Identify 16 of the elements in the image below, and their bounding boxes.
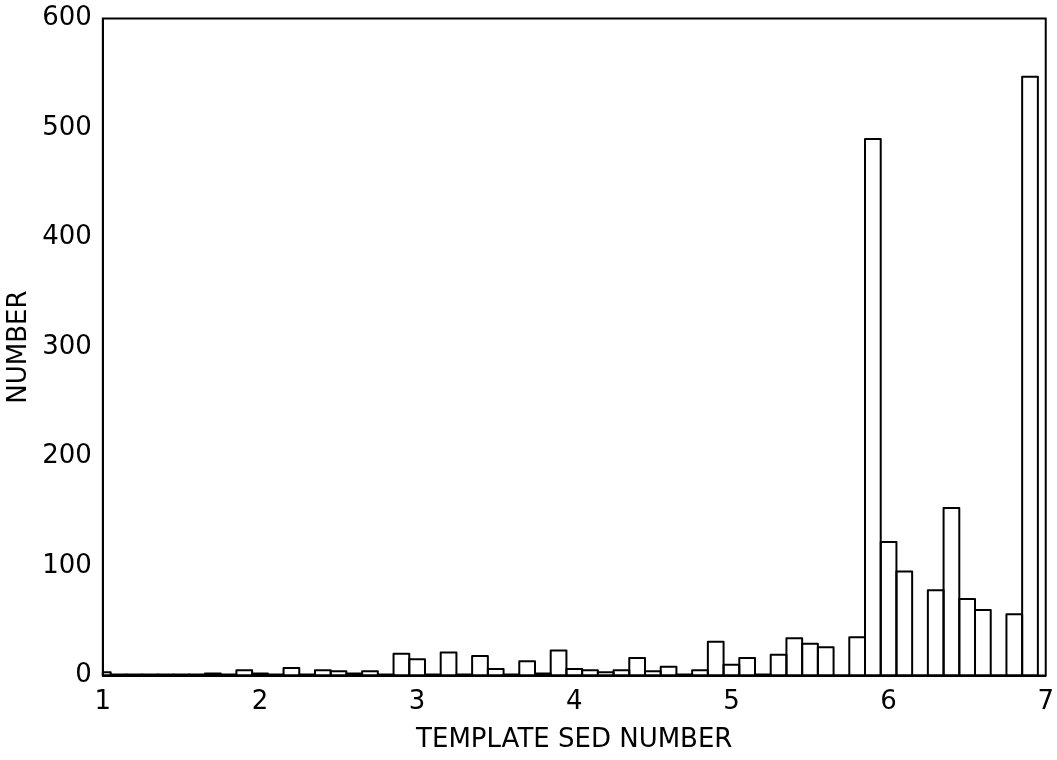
y-tick-label: 200 [42,439,92,470]
y-axis-title: NUMBER [2,290,33,404]
y-tick-label: 600 [42,1,92,32]
x-tick-label: 2 [251,684,269,715]
y-tick-label: 0 [75,658,92,689]
x-tick-label: 4 [566,684,583,715]
x-tick-label: 7 [1037,684,1054,715]
x-tick-label: 3 [408,684,426,715]
y-tick-label: 500 [42,110,92,141]
x-tick-label: 6 [880,684,897,715]
y-tick-label: 300 [42,329,92,360]
y-tick-label: 100 [42,548,92,579]
x-tick-label: 5 [723,684,740,715]
x-axis-title: TEMPLATE SED NUMBER [415,723,733,754]
y-tick-label: 400 [42,220,92,251]
x-tick-label: 1 [94,684,112,715]
